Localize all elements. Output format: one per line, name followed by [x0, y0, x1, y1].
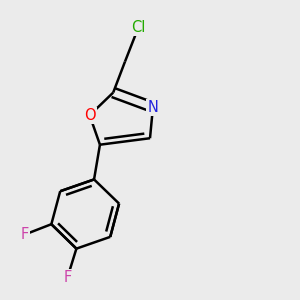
Text: Cl: Cl [131, 20, 146, 35]
Text: F: F [63, 270, 72, 285]
Text: F: F [21, 227, 29, 242]
Text: N: N [148, 100, 158, 115]
Text: O: O [84, 108, 95, 123]
